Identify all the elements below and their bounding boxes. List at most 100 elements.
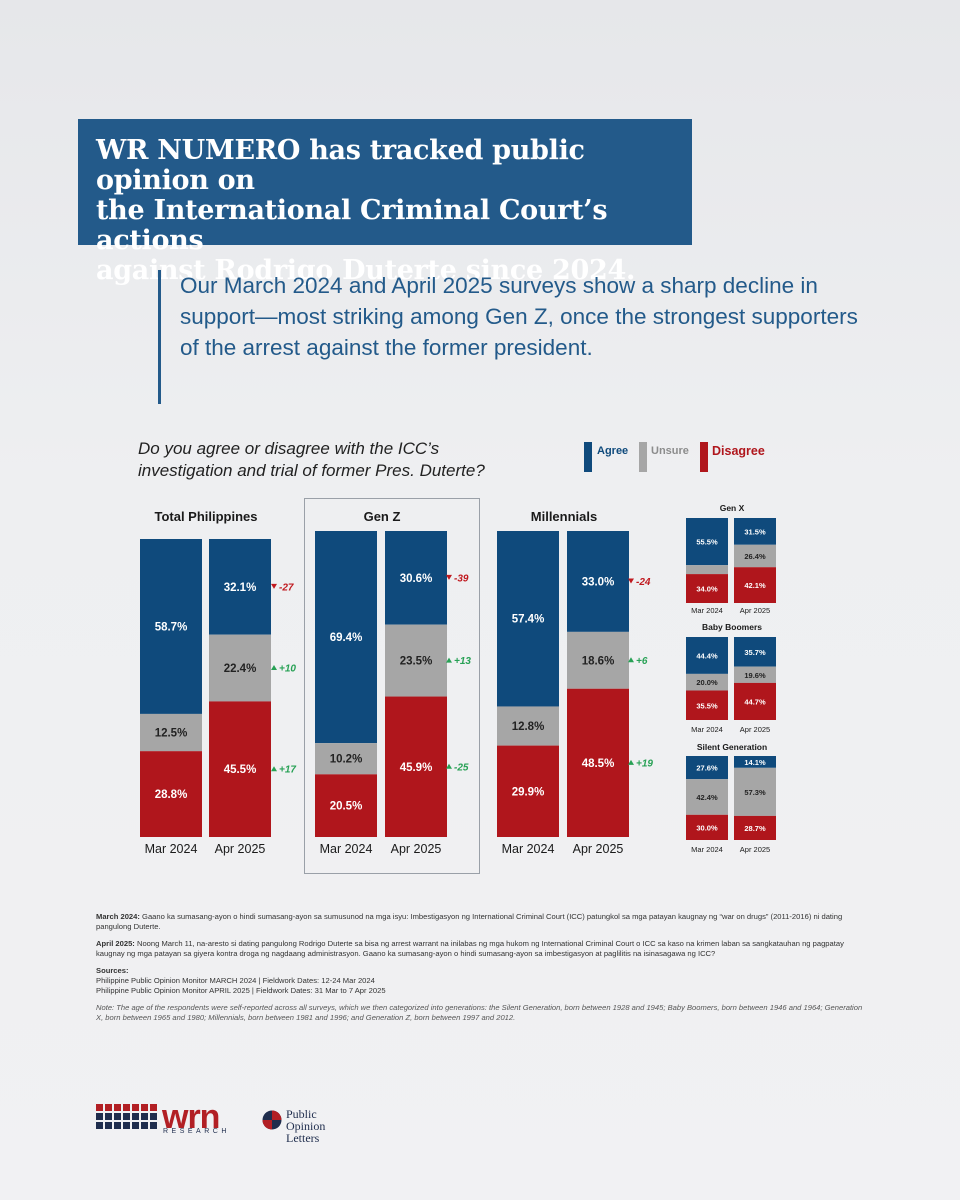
generation-note: Note: The age of the respondents were se… (96, 1003, 863, 1022)
gen-z-apr-2025-agree-value: 30.6% (400, 573, 433, 585)
gen-z-mar-2024-disagree-value: 20.5% (330, 801, 363, 813)
gen-z-mar-2024-unsure-value: 10.2% (330, 754, 363, 766)
silent-generation-mar-2024-unsure-bar (686, 779, 728, 815)
gen-z-mar-2024-disagree-bar (315, 774, 377, 837)
millennials-apr-2025-disagree-bar (567, 688, 629, 837)
millennials-agree-down-arrow-icon (628, 578, 634, 584)
total-philippines-agree-down-arrow-icon (271, 583, 277, 589)
legend-disagree-swatch (700, 442, 708, 472)
legend-unsure-label: Unsure (651, 445, 689, 457)
total-philippines-mar-2024-agree-value: 58.7% (155, 621, 188, 633)
total-philippines-mar-2024-axis-label: Mar 2024 (145, 842, 198, 856)
gen-x-mar-2024-disagree-bar (686, 574, 728, 603)
baby-boomers-apr-2025-axis-label: Apr 2025 (740, 725, 770, 734)
millennials-disagree-change: +19 (636, 758, 653, 769)
millennials-apr-2025-axis-label: Apr 2025 (573, 842, 624, 856)
gen-z-highlight-frame (304, 498, 480, 874)
baby-boomers-apr-2025-unsure-bar (734, 666, 776, 683)
summary-quote: Our March 2024 and April 2025 surveys sh… (180, 273, 858, 360)
headline-line-2: the International Criminal Court’s actio… (96, 195, 608, 256)
silent-generation-mar-2024-unsure-value: 42.4% (696, 793, 718, 802)
gen-z-mar-2024-agree-bar (315, 531, 377, 744)
millennials-title: Millennials (531, 509, 597, 524)
baby-boomers-title: Baby Boomers (702, 622, 762, 632)
wrn-research-label: RESEARCH (163, 1128, 230, 1135)
gen-z-mar-2024-axis-label: Mar 2024 (320, 842, 373, 856)
total-philippines-unsure-change: +10 (279, 664, 296, 675)
sources-label: Sources: (96, 966, 129, 975)
legend-agree-swatch (584, 442, 592, 472)
silent-generation-apr-2025-agree-bar (734, 756, 776, 768)
gen-z-unsure-up-arrow-icon (446, 657, 452, 663)
total-philippines-mar-2024-unsure-bar (140, 713, 202, 752)
legend-disagree-label: Disagree (712, 444, 765, 458)
total-philippines-apr-2025-agree-value: 32.1% (224, 582, 257, 594)
gen-z-apr-2025-disagree-value: 45.9% (400, 762, 433, 774)
gen-z-agree-change: -39 (454, 573, 469, 584)
pol-line-2: Letters (286, 1131, 320, 1145)
silent-generation-mar-2024-disagree-bar (686, 814, 728, 840)
gen-x-apr-2025-disagree-value: 42.1% (744, 581, 766, 590)
total-philippines-apr-2025-unsure-bar (209, 634, 271, 702)
baby-boomers-apr-2025-agree-value: 35.7% (744, 648, 766, 657)
gen-x-title: Gen X (720, 503, 745, 513)
millennials-apr-2025-unsure-bar (567, 631, 629, 689)
baby-boomers-mar-2024-unsure-bar (686, 673, 728, 691)
pol-line-1: Public Opinion (286, 1107, 326, 1133)
gen-x-mar-2024-unsure-bar (686, 565, 728, 575)
silent-generation-mar-2024-disagree-value: 30.0% (696, 823, 718, 832)
source-1: Philippine Public Opinion Monitor MARCH … (96, 976, 375, 985)
wrn-wordmark: wrn (162, 1098, 220, 1136)
survey-question: Do you agree or disagree with the ICC’s … (138, 439, 485, 480)
total-philippines-disagree-change: +17 (279, 765, 296, 776)
millennials-apr-2025-disagree-value: 48.5% (582, 758, 615, 770)
silent-generation-apr-2025-unsure-bar (734, 767, 776, 816)
silent-generation-apr-2025-unsure-value: 57.3% (744, 788, 766, 797)
millennials-apr-2025-agree-bar (567, 531, 629, 632)
total-philippines-agree-change: -27 (279, 582, 294, 593)
silent-generation-mar-2024-agree-bar (686, 756, 728, 780)
millennials-apr-2025-agree-value: 33.0% (582, 576, 615, 588)
note-april-text: Noong March 11, na-aresto si dating pang… (96, 939, 844, 958)
baby-boomers-apr-2025-disagree-value: 44.7% (744, 697, 766, 706)
quote-accent-bar (158, 270, 161, 404)
gen-z-agree-down-arrow-icon (446, 574, 452, 580)
gen-z-title: Gen Z (364, 509, 401, 524)
millennials-mar-2024-unsure-bar (497, 706, 559, 746)
headline-line-1: WR NUMERO has tracked public opinion on (96, 135, 585, 196)
baby-boomers-mar-2024-axis-label: Mar 2024 (691, 725, 723, 734)
gen-x-apr-2025-unsure-bar (734, 544, 776, 568)
silent-generation-title: Silent Generation (697, 742, 767, 752)
gen-x-apr-2025-agree-bar (734, 518, 776, 545)
silent-generation-mar-2024-axis-label: Mar 2024 (691, 845, 723, 854)
silent-generation-mar-2024-agree-value: 27.6% (696, 764, 718, 773)
gen-z-apr-2025-unsure-bar (385, 624, 447, 697)
millennials-unsure-change: +6 (636, 656, 648, 667)
total-philippines-apr-2025-disagree-bar (209, 701, 271, 837)
millennials-apr-2025-unsure-value: 18.6% (582, 655, 615, 667)
baby-boomers-apr-2025-unsure-value: 19.6% (744, 671, 766, 680)
total-philippines-apr-2025-disagree-value: 45.5% (224, 764, 257, 776)
total-philippines-mar-2024-disagree-bar (140, 751, 202, 837)
public-opinion-letters-wordmark: Public Opinion Letters (286, 1108, 325, 1144)
silent-generation-apr-2025-disagree-value: 28.7% (744, 824, 766, 833)
millennials-mar-2024-axis-label: Mar 2024 (502, 842, 555, 856)
gen-z-apr-2025-unsure-value: 23.5% (400, 656, 433, 668)
gen-z-apr-2025-disagree-bar (385, 696, 447, 837)
millennials-mar-2024-unsure-value: 12.8% (512, 721, 545, 733)
gen-z-mar-2024-unsure-bar (315, 743, 377, 775)
public-opinion-letters-icon (262, 1110, 282, 1130)
gen-x-apr-2025-agree-value: 31.5% (744, 527, 766, 536)
total-philippines-apr-2025-axis-label: Apr 2025 (215, 842, 266, 856)
legend-agree-label: Agree (597, 445, 629, 457)
gen-z-unsure-change: +13 (454, 656, 471, 667)
total-philippines-disagree-up-arrow-icon (271, 766, 277, 772)
millennials-mar-2024-disagree-bar (497, 745, 559, 837)
baby-boomers-mar-2024-agree-bar (686, 637, 728, 674)
gen-z-apr-2025-axis-label: Apr 2025 (391, 842, 442, 856)
total-philippines-mar-2024-agree-bar (140, 539, 202, 714)
baby-boomers-mar-2024-disagree-bar (686, 690, 728, 720)
gen-z-disagree-up-arrow-icon (446, 763, 452, 769)
headline-line-3: against Rodrigo Duterte since 2024. (96, 255, 636, 286)
millennials-mar-2024-agree-bar (497, 531, 559, 707)
